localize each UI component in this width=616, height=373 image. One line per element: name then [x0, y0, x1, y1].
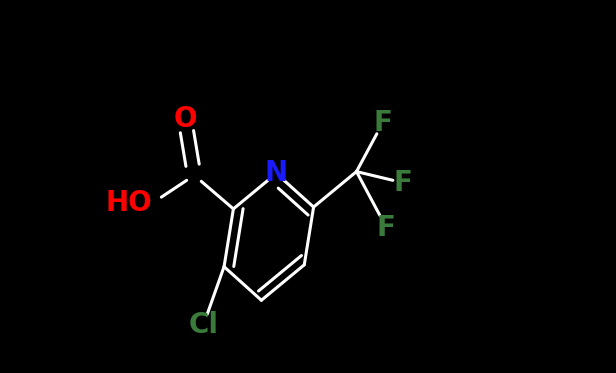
Text: F: F	[373, 109, 392, 137]
Text: F: F	[394, 169, 413, 197]
Text: Cl: Cl	[188, 310, 219, 339]
Text: HO: HO	[105, 189, 152, 217]
Text: O: O	[173, 105, 197, 134]
Text: F: F	[377, 213, 395, 242]
Text: N: N	[265, 159, 288, 188]
